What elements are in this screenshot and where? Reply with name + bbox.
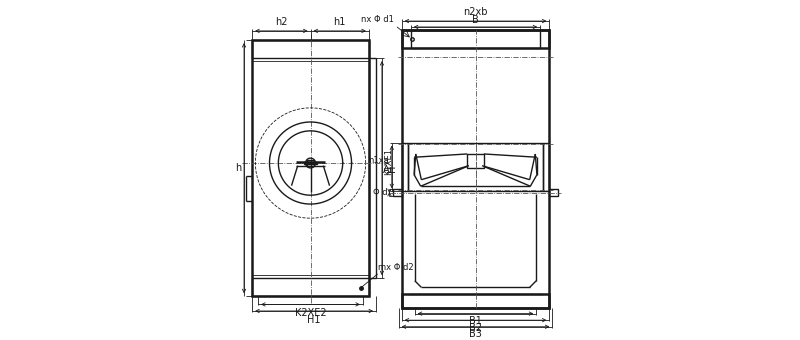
Text: nx Φ d1: nx Φ d1 bbox=[361, 15, 394, 24]
Text: mx Φ d2: mx Φ d2 bbox=[378, 263, 414, 272]
Bar bbox=[394, 189, 402, 196]
Text: B: B bbox=[472, 15, 479, 25]
Bar bbox=[467, 154, 484, 168]
Bar bbox=[402, 142, 407, 191]
Text: n1xa: n1xa bbox=[369, 156, 389, 165]
Text: n2xb: n2xb bbox=[463, 7, 488, 17]
Text: B1: B1 bbox=[469, 316, 482, 326]
Text: A: A bbox=[382, 165, 389, 175]
Text: Φ d: Φ d bbox=[374, 188, 388, 197]
Bar bbox=[307, 160, 314, 166]
Bar bbox=[407, 142, 543, 191]
Bar bbox=[550, 189, 558, 196]
Bar bbox=[369, 58, 376, 278]
Bar bbox=[402, 294, 550, 308]
Bar bbox=[304, 162, 318, 164]
Bar bbox=[252, 40, 369, 58]
Bar bbox=[543, 142, 550, 191]
Text: B2: B2 bbox=[469, 323, 482, 333]
Bar bbox=[402, 30, 550, 48]
Text: B3: B3 bbox=[469, 329, 482, 339]
Text: h2: h2 bbox=[275, 17, 288, 27]
Bar bbox=[252, 278, 369, 296]
Text: H: H bbox=[387, 165, 397, 172]
Bar bbox=[411, 30, 540, 48]
Bar bbox=[252, 40, 369, 296]
Text: H1: H1 bbox=[307, 315, 321, 325]
Text: K2XE2: K2XE2 bbox=[294, 308, 326, 318]
Bar bbox=[402, 30, 550, 308]
Text: h: h bbox=[235, 163, 242, 173]
Text: h1: h1 bbox=[334, 17, 346, 27]
Text: K1XE1: K1XE1 bbox=[384, 148, 393, 175]
